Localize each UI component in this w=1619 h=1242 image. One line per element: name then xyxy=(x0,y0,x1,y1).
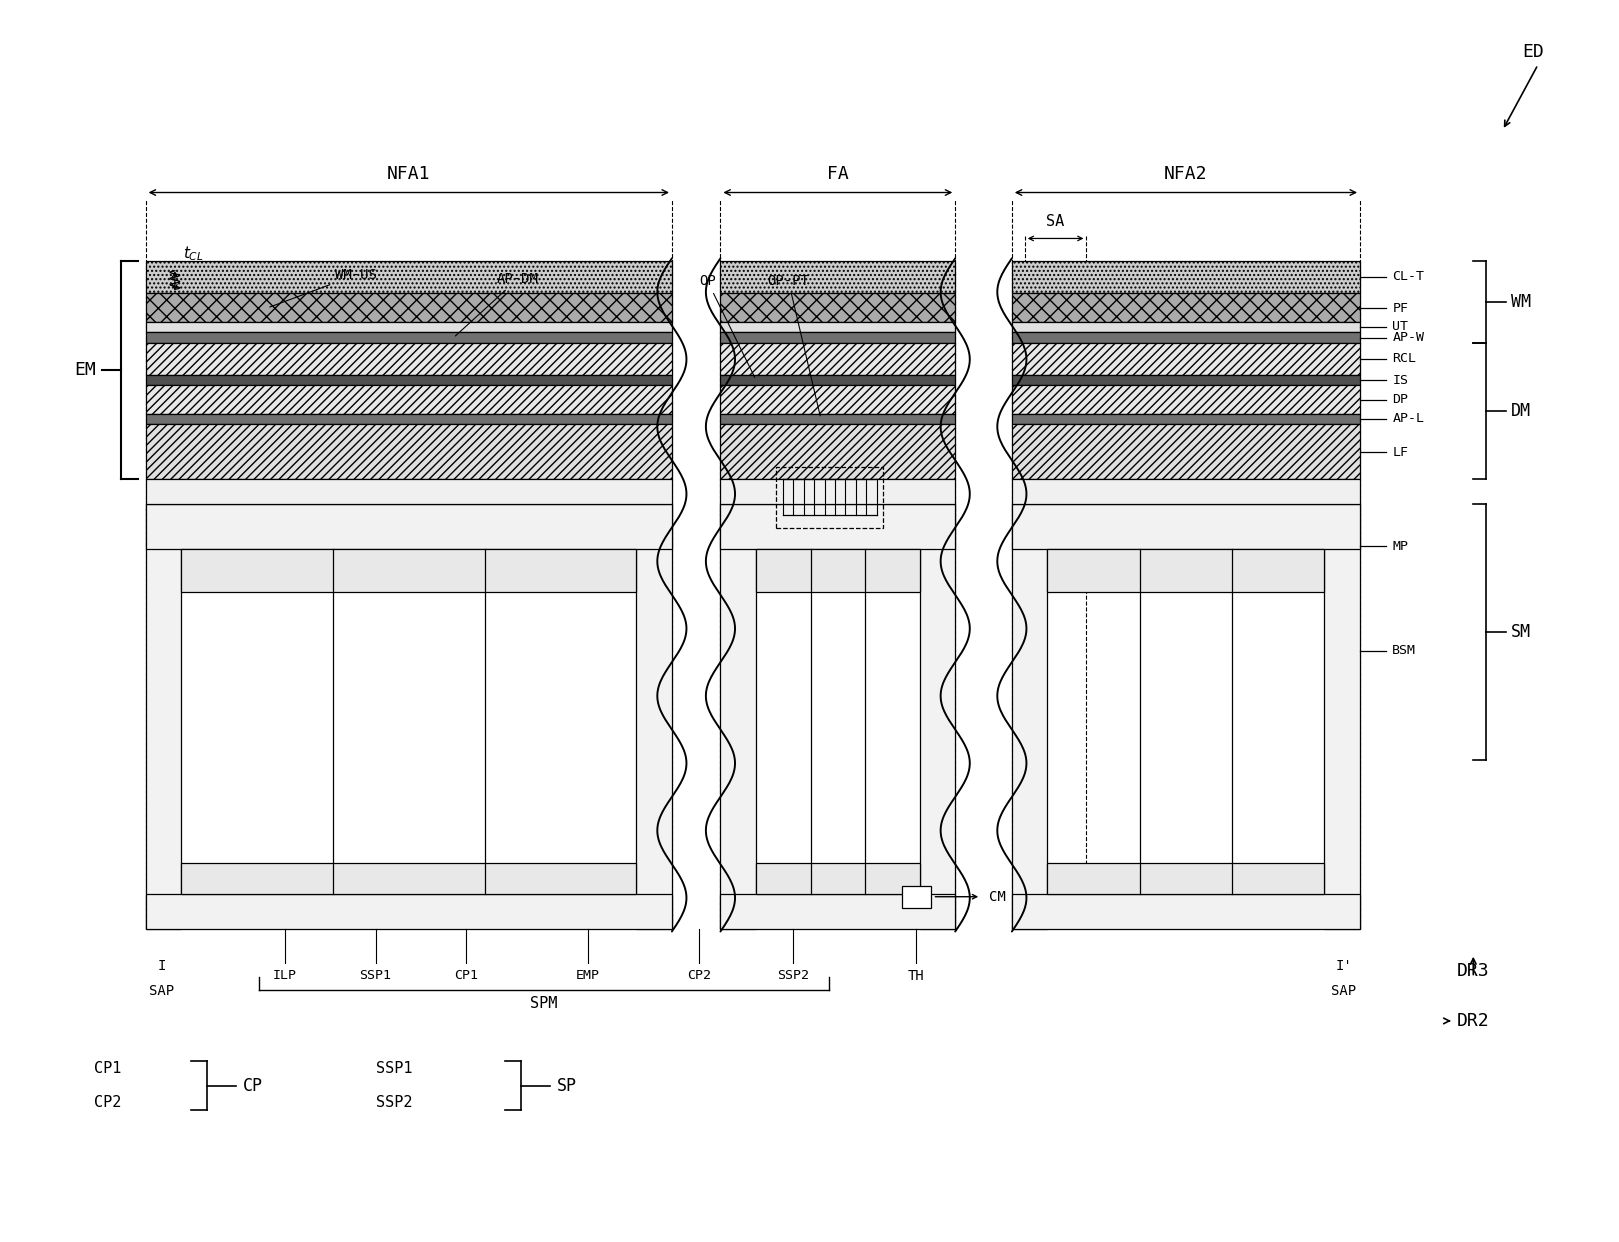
Text: WM-US: WM-US xyxy=(270,268,377,307)
Text: $t_{CL}$: $t_{CL}$ xyxy=(183,245,204,263)
Bar xyxy=(1324,504,1360,929)
Text: UT: UT xyxy=(1392,320,1409,333)
Text: AP-L: AP-L xyxy=(1392,412,1425,425)
Bar xyxy=(1012,894,1360,929)
Text: FA: FA xyxy=(827,165,848,183)
Text: CP1: CP1 xyxy=(455,969,478,981)
Bar xyxy=(1012,322,1360,332)
Bar xyxy=(720,479,955,504)
Bar xyxy=(720,504,955,549)
Text: AP-DM: AP-DM xyxy=(455,272,539,335)
Text: MP: MP xyxy=(1392,540,1409,553)
Bar xyxy=(146,375,672,385)
Text: SP: SP xyxy=(557,1077,576,1094)
Text: EM: EM xyxy=(74,361,96,379)
Bar xyxy=(920,504,955,929)
Bar xyxy=(756,863,920,894)
Bar xyxy=(720,375,955,385)
Bar xyxy=(720,504,756,929)
Text: CP2: CP2 xyxy=(688,969,711,981)
Bar xyxy=(1012,261,1360,293)
Text: DP: DP xyxy=(1392,394,1409,406)
Bar xyxy=(1012,343,1360,375)
Text: OP-PT: OP-PT xyxy=(767,274,821,416)
Text: SSP1: SSP1 xyxy=(376,1061,413,1076)
Bar xyxy=(181,549,636,592)
Bar xyxy=(146,894,672,929)
Text: SSP2: SSP2 xyxy=(777,969,810,981)
Text: WM: WM xyxy=(1511,293,1530,310)
Text: SPM: SPM xyxy=(531,996,557,1011)
Text: SSP1: SSP1 xyxy=(359,969,392,981)
Text: CL-T: CL-T xyxy=(1392,271,1425,283)
Bar xyxy=(181,863,636,894)
Bar xyxy=(902,886,931,908)
Text: OP: OP xyxy=(699,274,754,378)
Text: AP-W: AP-W xyxy=(1392,332,1425,344)
Text: IS: IS xyxy=(1392,374,1409,386)
Text: SAP: SAP xyxy=(149,984,175,997)
Bar xyxy=(720,385,955,414)
Bar xyxy=(146,414,672,424)
Bar xyxy=(146,322,672,332)
Bar xyxy=(720,414,955,424)
Text: I: I xyxy=(157,959,167,972)
Bar xyxy=(146,504,672,549)
Bar xyxy=(1012,332,1360,343)
Bar xyxy=(146,385,672,414)
Bar xyxy=(720,261,955,293)
Bar xyxy=(720,332,955,343)
Text: LF: LF xyxy=(1392,446,1409,458)
Text: SA: SA xyxy=(1046,214,1065,229)
Text: SSP2: SSP2 xyxy=(376,1095,413,1110)
Bar xyxy=(1012,293,1360,322)
Bar xyxy=(1012,424,1360,479)
Text: DM: DM xyxy=(1511,402,1530,420)
Text: CP1: CP1 xyxy=(94,1061,121,1076)
Bar xyxy=(146,261,672,293)
Text: NFA2: NFA2 xyxy=(1164,165,1208,183)
Bar xyxy=(776,467,882,528)
Bar xyxy=(146,343,672,375)
Bar xyxy=(1047,863,1324,894)
Bar xyxy=(720,322,955,332)
Text: CP: CP xyxy=(243,1077,262,1094)
Text: RCL: RCL xyxy=(1392,353,1417,365)
Bar xyxy=(720,343,955,375)
Text: I': I' xyxy=(1336,959,1352,972)
Bar xyxy=(146,424,672,479)
Bar xyxy=(1047,549,1324,592)
Bar xyxy=(720,293,955,322)
Text: DR3: DR3 xyxy=(1457,963,1489,980)
Text: SM: SM xyxy=(1511,623,1530,641)
Bar xyxy=(146,479,672,504)
Bar xyxy=(720,894,955,929)
Bar xyxy=(146,332,672,343)
Text: ED: ED xyxy=(1522,43,1543,61)
Bar xyxy=(1012,375,1360,385)
Text: EMP: EMP xyxy=(576,969,599,981)
Text: CP2: CP2 xyxy=(94,1095,121,1110)
Text: CM: CM xyxy=(989,889,1005,904)
Text: SAP: SAP xyxy=(1331,984,1357,997)
Bar xyxy=(1012,504,1360,549)
Bar xyxy=(1012,414,1360,424)
Text: DR2: DR2 xyxy=(1457,1012,1489,1030)
Bar xyxy=(720,424,955,479)
Bar xyxy=(146,293,672,322)
Bar xyxy=(146,504,181,929)
Text: BSM: BSM xyxy=(1392,645,1417,657)
Bar xyxy=(1012,385,1360,414)
Bar xyxy=(1012,504,1047,929)
Text: TH: TH xyxy=(908,969,924,982)
Bar xyxy=(1012,479,1360,504)
Text: ILP: ILP xyxy=(274,969,296,981)
Text: PF: PF xyxy=(1392,302,1409,314)
Bar xyxy=(756,549,920,592)
Bar xyxy=(636,504,672,929)
Text: NFA1: NFA1 xyxy=(387,165,431,183)
